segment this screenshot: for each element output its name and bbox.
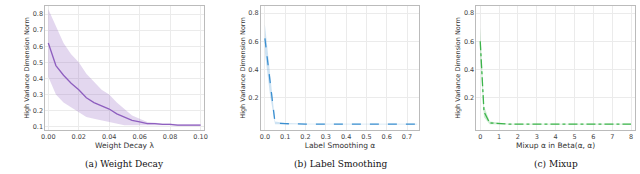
svg-text:0.2: 0.2 (33, 107, 43, 115)
svg-text:(c) Mixup: (c) Mixup (534, 159, 578, 169)
svg-text:2: 2 (516, 133, 520, 141)
svg-text:Label Smoothing α: Label Smoothing α (305, 141, 376, 150)
svg-text:0.02: 0.02 (72, 133, 86, 141)
svg-text:0.7: 0.7 (33, 26, 43, 34)
svg-text:(b) Label Smoothing: (b) Label Smoothing (294, 159, 387, 169)
svg-text:8: 8 (629, 133, 633, 141)
svg-text:0.3: 0.3 (321, 133, 331, 141)
svg-text:0.6: 0.6 (464, 38, 474, 46)
svg-text:0.5: 0.5 (361, 133, 371, 141)
svg-text:0.8: 0.8 (248, 9, 258, 17)
svg-text:0.7: 0.7 (402, 133, 412, 141)
svg-text:0.04: 0.04 (102, 133, 116, 141)
svg-text:3: 3 (535, 133, 539, 141)
svg-text:0.4: 0.4 (464, 66, 474, 74)
svg-text:0.2: 0.2 (300, 133, 310, 141)
svg-text:0.2: 0.2 (248, 94, 258, 102)
svg-text:0.6: 0.6 (382, 133, 392, 141)
svg-text:0.4: 0.4 (248, 66, 258, 74)
svg-text:4: 4 (554, 133, 558, 141)
svg-text:High Variance Dimension Norm: High Variance Dimension Norm (239, 17, 247, 119)
svg-text:0.10: 0.10 (193, 133, 207, 141)
svg-text:0.5: 0.5 (33, 59, 43, 67)
svg-text:Mixup α in Beta(α, α): Mixup α in Beta(α, α) (516, 141, 595, 150)
svg-text:0.06: 0.06 (132, 133, 146, 141)
svg-text:0.6: 0.6 (248, 38, 258, 46)
svg-text:1: 1 (497, 133, 501, 141)
svg-text:0: 0 (478, 133, 482, 141)
svg-text:0.08: 0.08 (163, 133, 177, 141)
svg-text:0.1: 0.1 (280, 133, 290, 141)
svg-text:0.0: 0.0 (260, 133, 270, 141)
svg-text:0.3: 0.3 (33, 91, 43, 99)
svg-text:0.4: 0.4 (33, 75, 43, 83)
svg-text:0.4: 0.4 (341, 133, 351, 141)
svg-text:High Variance Dimension Norm: High Variance Dimension Norm (23, 17, 31, 119)
svg-text:0.8: 0.8 (464, 9, 474, 17)
svg-text:5: 5 (572, 133, 576, 141)
svg-text:Weight Decay λ: Weight Decay λ (95, 141, 154, 150)
svg-text:7: 7 (610, 133, 614, 141)
svg-text:0.1: 0.1 (33, 123, 43, 131)
svg-text:0.6: 0.6 (33, 43, 43, 51)
svg-text:0.00: 0.00 (41, 133, 55, 141)
svg-text:0.2: 0.2 (464, 94, 474, 102)
svg-text:High Variance Dimension Norm: High Variance Dimension Norm (454, 17, 462, 119)
svg-text:0.8: 0.8 (33, 10, 43, 18)
svg-text:(a) Weight Decay: (a) Weight Decay (85, 159, 164, 169)
svg-text:6: 6 (591, 133, 595, 141)
